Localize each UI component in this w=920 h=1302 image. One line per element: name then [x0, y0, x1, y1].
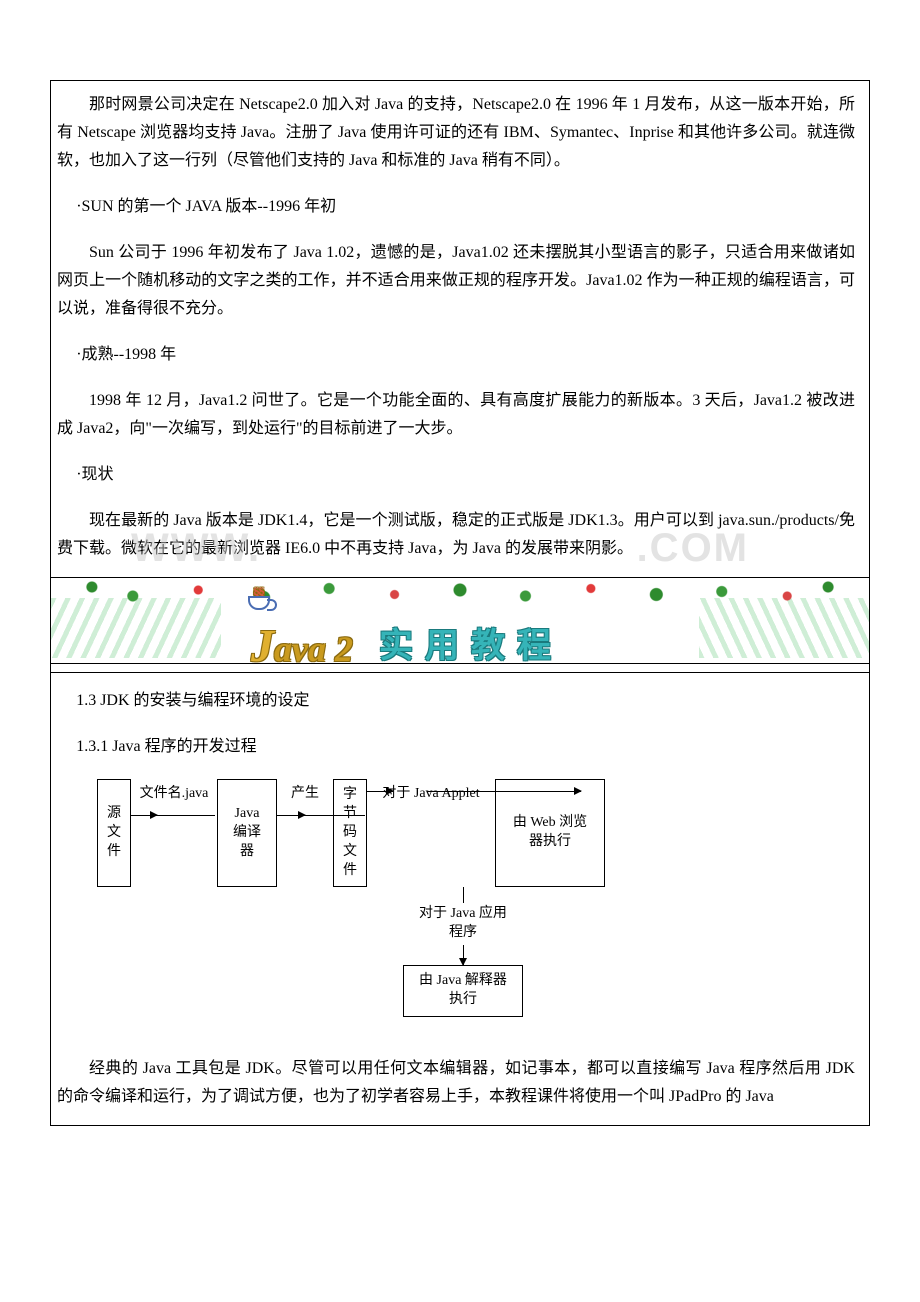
subheading: 1.3.1 Java 程序的开发过程	[57, 733, 855, 761]
flow-node-interpreter: 由 Java 解释器 执行	[403, 965, 523, 1017]
flow-connector	[463, 887, 464, 903]
banner-title: 实用教程	[379, 617, 563, 664]
flow-node-source: 源 文 件	[97, 779, 131, 887]
java2-logo: §§ Java 2	[251, 606, 353, 663]
flow-arrow-down-icon	[463, 945, 464, 965]
flow-connector	[305, 815, 365, 816]
document-frame: 那时网景公司决定在 Netscape2.0 加入对 Java 的支持，Netsc…	[50, 80, 870, 1126]
flow-arrow-icon	[367, 791, 393, 792]
subheading: ·SUN 的第一个 JAVA 版本--1996 年初	[57, 193, 855, 221]
coffee-cup-icon	[248, 596, 270, 610]
paragraph: 现在最新的 Java 版本是 JDK1.4，它是一个测试版，稳定的正式版是 JD…	[57, 507, 855, 563]
section-jdk: 1.3 JDK 的安装与编程环境的设定 1.3.1 Java 程序的开发过程 源…	[51, 672, 869, 1125]
flow-node-web: 由 Web 浏览 器执行	[495, 779, 605, 887]
flow-arrow-icon	[131, 815, 157, 816]
flow-label: 产生	[277, 779, 333, 887]
paragraph: Sun 公司于 1996 年初发布了 Java 1.02，遗憾的是，Java1.…	[57, 239, 855, 323]
subheading: ·现状	[57, 461, 855, 489]
flow-label: 文件名.java	[131, 779, 217, 887]
flow-bytecode-column: 字 节 码 文 件	[333, 779, 367, 887]
spacer-row	[51, 663, 869, 672]
flow-label: 对于 Java 应用 程序	[419, 903, 507, 945]
paragraph: 经典的 Java 工具包是 JDK。尽管可以用任何文本编辑器，如记事本，都可以直…	[57, 1055, 855, 1111]
paragraph: 1998 年 12 月，Java1.2 问世了。它是一个功能全面的、具有高度扩展…	[57, 387, 855, 443]
flow-arrow-icon	[277, 815, 305, 816]
flow-arrow-icon	[555, 791, 581, 792]
banner-image: §§ Java 2 实用教程	[51, 577, 869, 663]
flow-connector	[157, 815, 215, 816]
section-history: 那时网景公司决定在 Netscape2.0 加入对 Java 的支持，Netsc…	[51, 81, 869, 577]
subheading: ·成熟--1998 年	[57, 341, 855, 369]
java-dev-flowchart: 源 文 件 文件名.java Java 编译 器 产生 字 节 码 文 件 对于…	[97, 779, 855, 1037]
flow-node-bytecode: 字 节 码 文 件	[333, 779, 367, 887]
paragraph: 那时网景公司决定在 Netscape2.0 加入对 Java 的支持，Netsc…	[57, 91, 855, 175]
heading: 1.3 JDK 的安装与编程环境的设定	[57, 687, 855, 715]
flow-node-compiler: Java 编译 器	[217, 779, 277, 887]
flow-label: 对于 Java Applet	[367, 779, 495, 887]
banner-foliage	[51, 578, 869, 608]
flow-connector	[427, 791, 555, 792]
